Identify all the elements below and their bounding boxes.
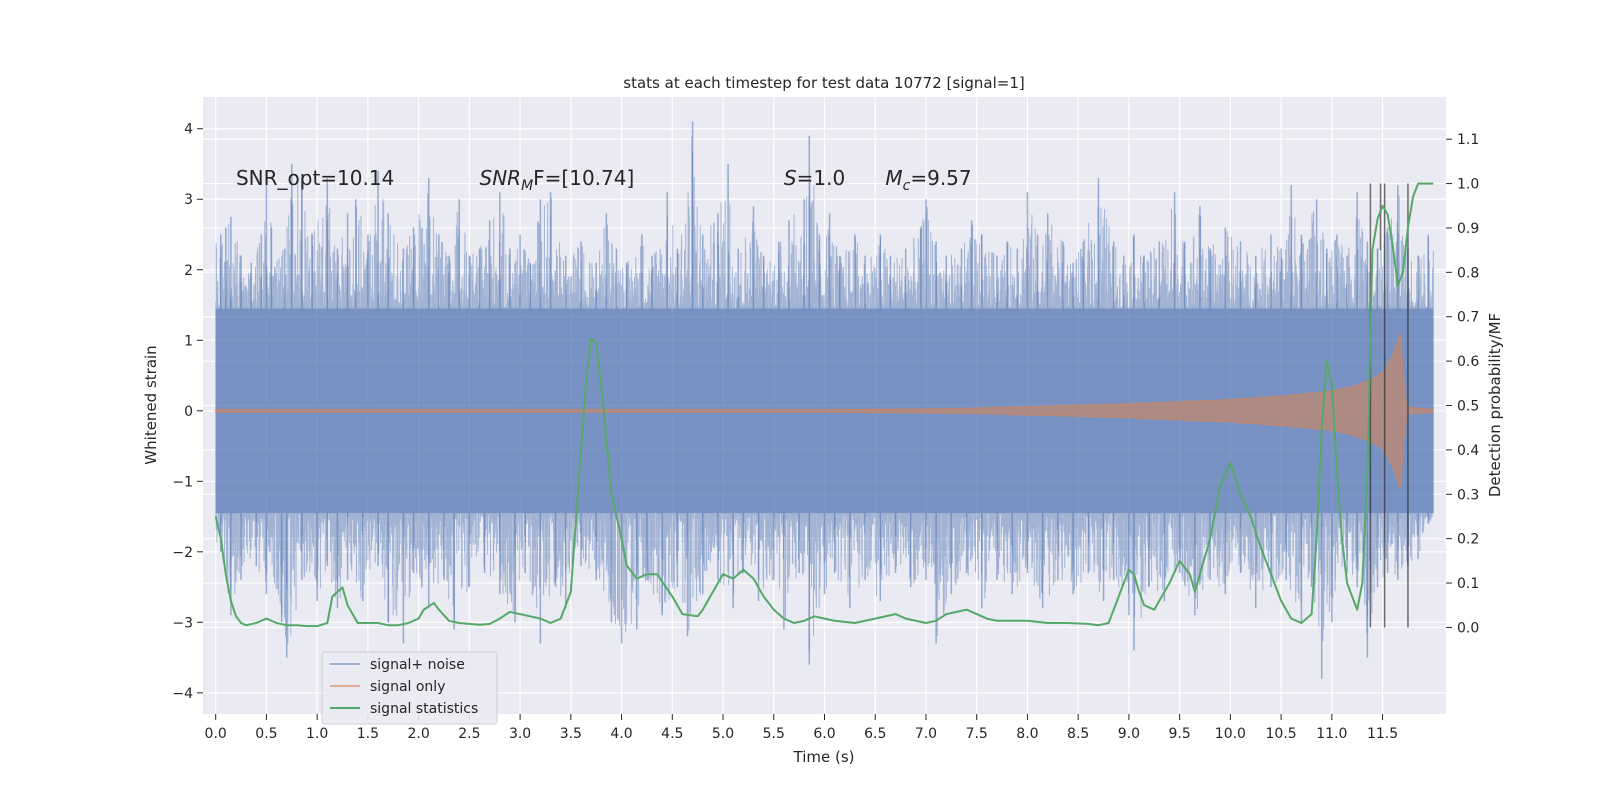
- x-tick-label-4: 2.0: [407, 726, 429, 742]
- x-tick-label-19: 9.5: [1169, 726, 1191, 742]
- signal-series: [215, 333, 1434, 489]
- annotation-0: SNR_opt=10.14: [236, 166, 394, 190]
- x-tick-label-11: 5.5: [763, 726, 785, 742]
- x-tick-label-15: 7.5: [966, 726, 988, 742]
- y-tick-label-0: −4: [172, 686, 193, 702]
- x-tick-label-16: 8.0: [1016, 726, 1038, 742]
- y-tick-label-8: 4: [184, 122, 193, 138]
- annotation-1: SNRMF=[10.74]: [480, 166, 635, 194]
- y2-tick-label-4: 0.4: [1457, 443, 1479, 459]
- y2-tick-label-3: 0.3: [1457, 487, 1479, 503]
- x-tick-label-10: 5.0: [712, 726, 734, 742]
- y-tick-label-5: 1: [184, 333, 193, 349]
- x-tick-label-3: 1.5: [357, 726, 379, 742]
- legend-box: [321, 651, 498, 725]
- y-tick-label-7: 3: [184, 192, 193, 208]
- axes: 0.0 0.5 1.0 1.5 2.0 2.5 3.0 3.5 4.0 4.5 5.0 5.5 6.0 6…: [172, 122, 1479, 742]
- legend-label-stats: signal statistics: [370, 701, 478, 717]
- x-tick-label-18: 9.0: [1118, 726, 1140, 742]
- x-tick-label-2: 1.0: [306, 726, 328, 742]
- y2-tick-label-2: 0.2: [1457, 532, 1479, 548]
- y-axis-label: Whitened strain: [142, 345, 160, 464]
- x-tick-label-9: 4.5: [661, 726, 683, 742]
- vertical-lines: [1369, 183, 1409, 628]
- legend: signal+ noise signal only signal statist…: [321, 651, 498, 725]
- y-tick-label-1: −3: [172, 615, 193, 631]
- x-tick-label-12: 6.0: [813, 726, 835, 742]
- annotations: SNR_opt=10.14 SNRMF=[10.74] S=1.0 Mc=9.57: [236, 166, 972, 194]
- x-tick-label-1: 0.5: [255, 726, 277, 742]
- x-tick-label-0: 0.0: [205, 726, 227, 742]
- y2-tick-label-5: 0.5: [1457, 399, 1479, 415]
- x-tick-label-14: 7.0: [915, 726, 937, 742]
- x-tick-label-22: 11.0: [1316, 726, 1347, 742]
- y-tick-label-3: −1: [172, 474, 193, 490]
- x-tick-label-7: 3.5: [560, 726, 582, 742]
- legend-label-noise: signal+ noise: [370, 657, 465, 673]
- y2-tick-label-8: 0.8: [1457, 265, 1479, 281]
- x-tick-label-6: 3.0: [509, 726, 531, 742]
- y2-tick-label-7: 0.7: [1457, 310, 1479, 326]
- x-tick-label-20: 10.0: [1215, 726, 1246, 742]
- y2-axis-label: Detection probability/MF: [1486, 313, 1504, 497]
- y2-tick-label-10: 1.0: [1457, 177, 1479, 193]
- y-tick-label-2: −2: [172, 545, 193, 561]
- x-tick-label-8: 4.0: [610, 726, 632, 742]
- signal-envelope: [215, 333, 1434, 489]
- y2-tick-label-11: 1.1: [1457, 132, 1479, 148]
- stats-line: [214, 182, 1434, 628]
- stats-series: [214, 182, 1434, 628]
- x-tick-label-17: 8.5: [1067, 726, 1089, 742]
- x-tick-label-23: 11.5: [1367, 726, 1398, 742]
- annotation-2: S=1.0: [784, 166, 845, 190]
- x-tick-label-5: 2.5: [458, 726, 480, 742]
- x-tick-label-21: 10.5: [1266, 726, 1297, 742]
- y2-tick-label-6: 0.6: [1457, 354, 1479, 370]
- y2-tick-label-0: 0.0: [1457, 620, 1479, 636]
- legend-label-signal: signal only: [370, 679, 445, 695]
- x-axis-label: Time (s): [793, 748, 855, 766]
- annotation-3: Mc=9.57: [885, 166, 971, 194]
- y-tick-label-6: 2: [184, 263, 193, 279]
- x-tick-label-13: 6.5: [864, 726, 886, 742]
- y-tick-label-4: 0: [184, 404, 193, 420]
- y2-tick-label-9: 0.9: [1457, 221, 1479, 237]
- y2-tick-label-1: 0.1: [1457, 576, 1479, 592]
- chart-title: stats at each timestep for test data 107…: [623, 74, 1024, 92]
